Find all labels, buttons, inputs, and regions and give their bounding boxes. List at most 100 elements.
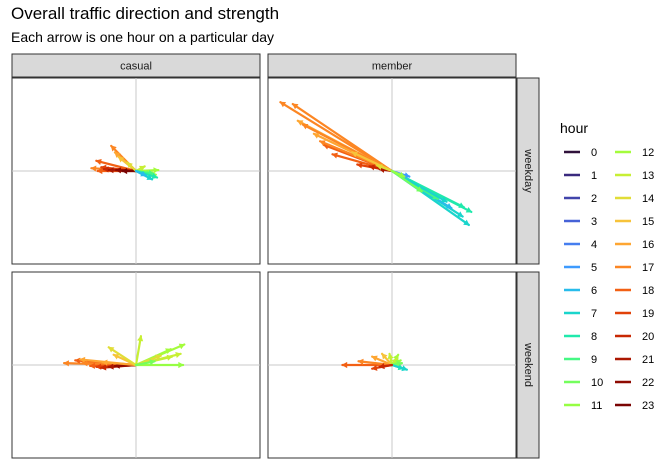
legend-entry-7: 7 [564,308,597,320]
legend-label: 7 [591,308,597,320]
legend-entry-0: 0 [564,147,597,159]
legend-entry-8: 8 [564,331,597,343]
arrow-head [401,365,408,372]
arrow-head [151,173,158,180]
arrow-head [100,364,107,371]
arrow-head [101,359,108,366]
legend-label: 4 [591,239,597,251]
arrow-head [416,186,423,192]
arrow-hour-7 [390,363,408,372]
chart-subtitle: Each arrow is one hour on a particular d… [11,29,275,45]
legend-entry-9: 9 [564,354,597,366]
arrow-head [126,162,133,169]
legend-entry-10: 10 [564,377,603,389]
arrow-head [463,219,470,226]
arrow-hour-14 [126,161,138,173]
legend-entry-2: 2 [564,193,597,205]
arrow-head [121,167,128,175]
arrow-head [137,335,144,342]
arrow-hour-16 [101,359,138,367]
facet-strip-member [267,53,517,78]
arrow-head [110,145,117,152]
arrow-head [117,156,125,163]
legend-entry-16: 16 [615,239,654,251]
arrow-shaft [357,360,394,367]
arrow-head [153,167,160,174]
legend-label: 10 [591,377,603,389]
arrow-head [319,140,326,146]
legend-label: 16 [642,239,654,251]
legend-entry-17: 17 [615,262,654,274]
facet-strip-casual [11,53,261,78]
legend-label: 19 [642,308,654,320]
legend-label: 0 [591,147,597,159]
legend-entry-1: 1 [564,170,597,182]
arrow-head [63,360,69,367]
legend-entry-6: 6 [564,285,597,297]
legend-label: 2 [591,193,597,205]
legend-entry-20: 20 [615,331,654,343]
legend-label: 1 [591,170,597,182]
legend-entry-3: 3 [564,216,597,228]
arrow-head [465,206,473,213]
arrow-head [175,352,182,358]
legend-label: 17 [642,262,654,274]
arrow-head [371,364,378,371]
legend-label: 22 [642,377,654,389]
legend-label: 5 [591,262,597,274]
facet-strip-weekday [516,77,540,265]
arrow-head [292,103,299,110]
arrow-head [376,164,383,170]
legend-label: 3 [591,216,597,228]
legend-label: 12 [642,147,654,159]
legend-title: hour [560,120,588,136]
arrow-head [331,152,338,159]
arrow-head [112,353,120,360]
legend-entry-15: 15 [615,216,654,228]
arrow-hour-17 [357,358,394,367]
arrow-head [301,123,309,130]
arrow-head [368,164,375,171]
arrow-head [403,172,411,179]
arrow-head [165,348,172,354]
arrow-hour-14 [376,164,394,173]
arrow-hour-11 [390,169,406,178]
panel-member-weekend [267,271,517,459]
arrow-hour-13 [134,335,144,367]
arrow-head [371,355,378,362]
arrow-head [95,158,102,165]
facet-label-member: member [372,61,413,73]
facet-strip-weekend [516,271,540,459]
arrow-head [139,165,146,172]
legend-entry-13: 13 [615,170,654,182]
legend-entry-18: 18 [615,285,654,297]
arrow-shaft [291,102,394,173]
legend-label: 20 [642,331,654,343]
legend: hour012345678910111213141516171819202122… [560,120,654,412]
arrow-head [95,363,102,370]
arrow-head [378,363,385,370]
arrow-head [114,151,121,158]
arrow-head [115,167,122,174]
legend-label: 18 [642,285,654,297]
panels-layer [11,77,517,459]
arrow-head [155,354,162,361]
arrow-head [178,361,184,369]
arrow-head [90,165,97,172]
legend-entry-21: 21 [615,354,654,366]
arrow-hour-11 [134,361,185,369]
legend-label: 11 [591,400,602,412]
arrow-hour-10 [134,359,156,367]
legend-entry-19: 19 [615,308,654,320]
facet-label-casual: casual [120,61,152,73]
legend-entry-11: 11 [564,400,602,412]
arrow-head [279,101,287,108]
arrow-head [107,363,114,370]
arrow-shaft [134,335,143,367]
panel-member-weekday [267,77,517,265]
arrow-head [96,167,103,175]
strips-layer: casual member weekday weekend [11,53,540,459]
legend-label: 8 [591,331,597,343]
panel-casual-weekday [11,77,261,265]
